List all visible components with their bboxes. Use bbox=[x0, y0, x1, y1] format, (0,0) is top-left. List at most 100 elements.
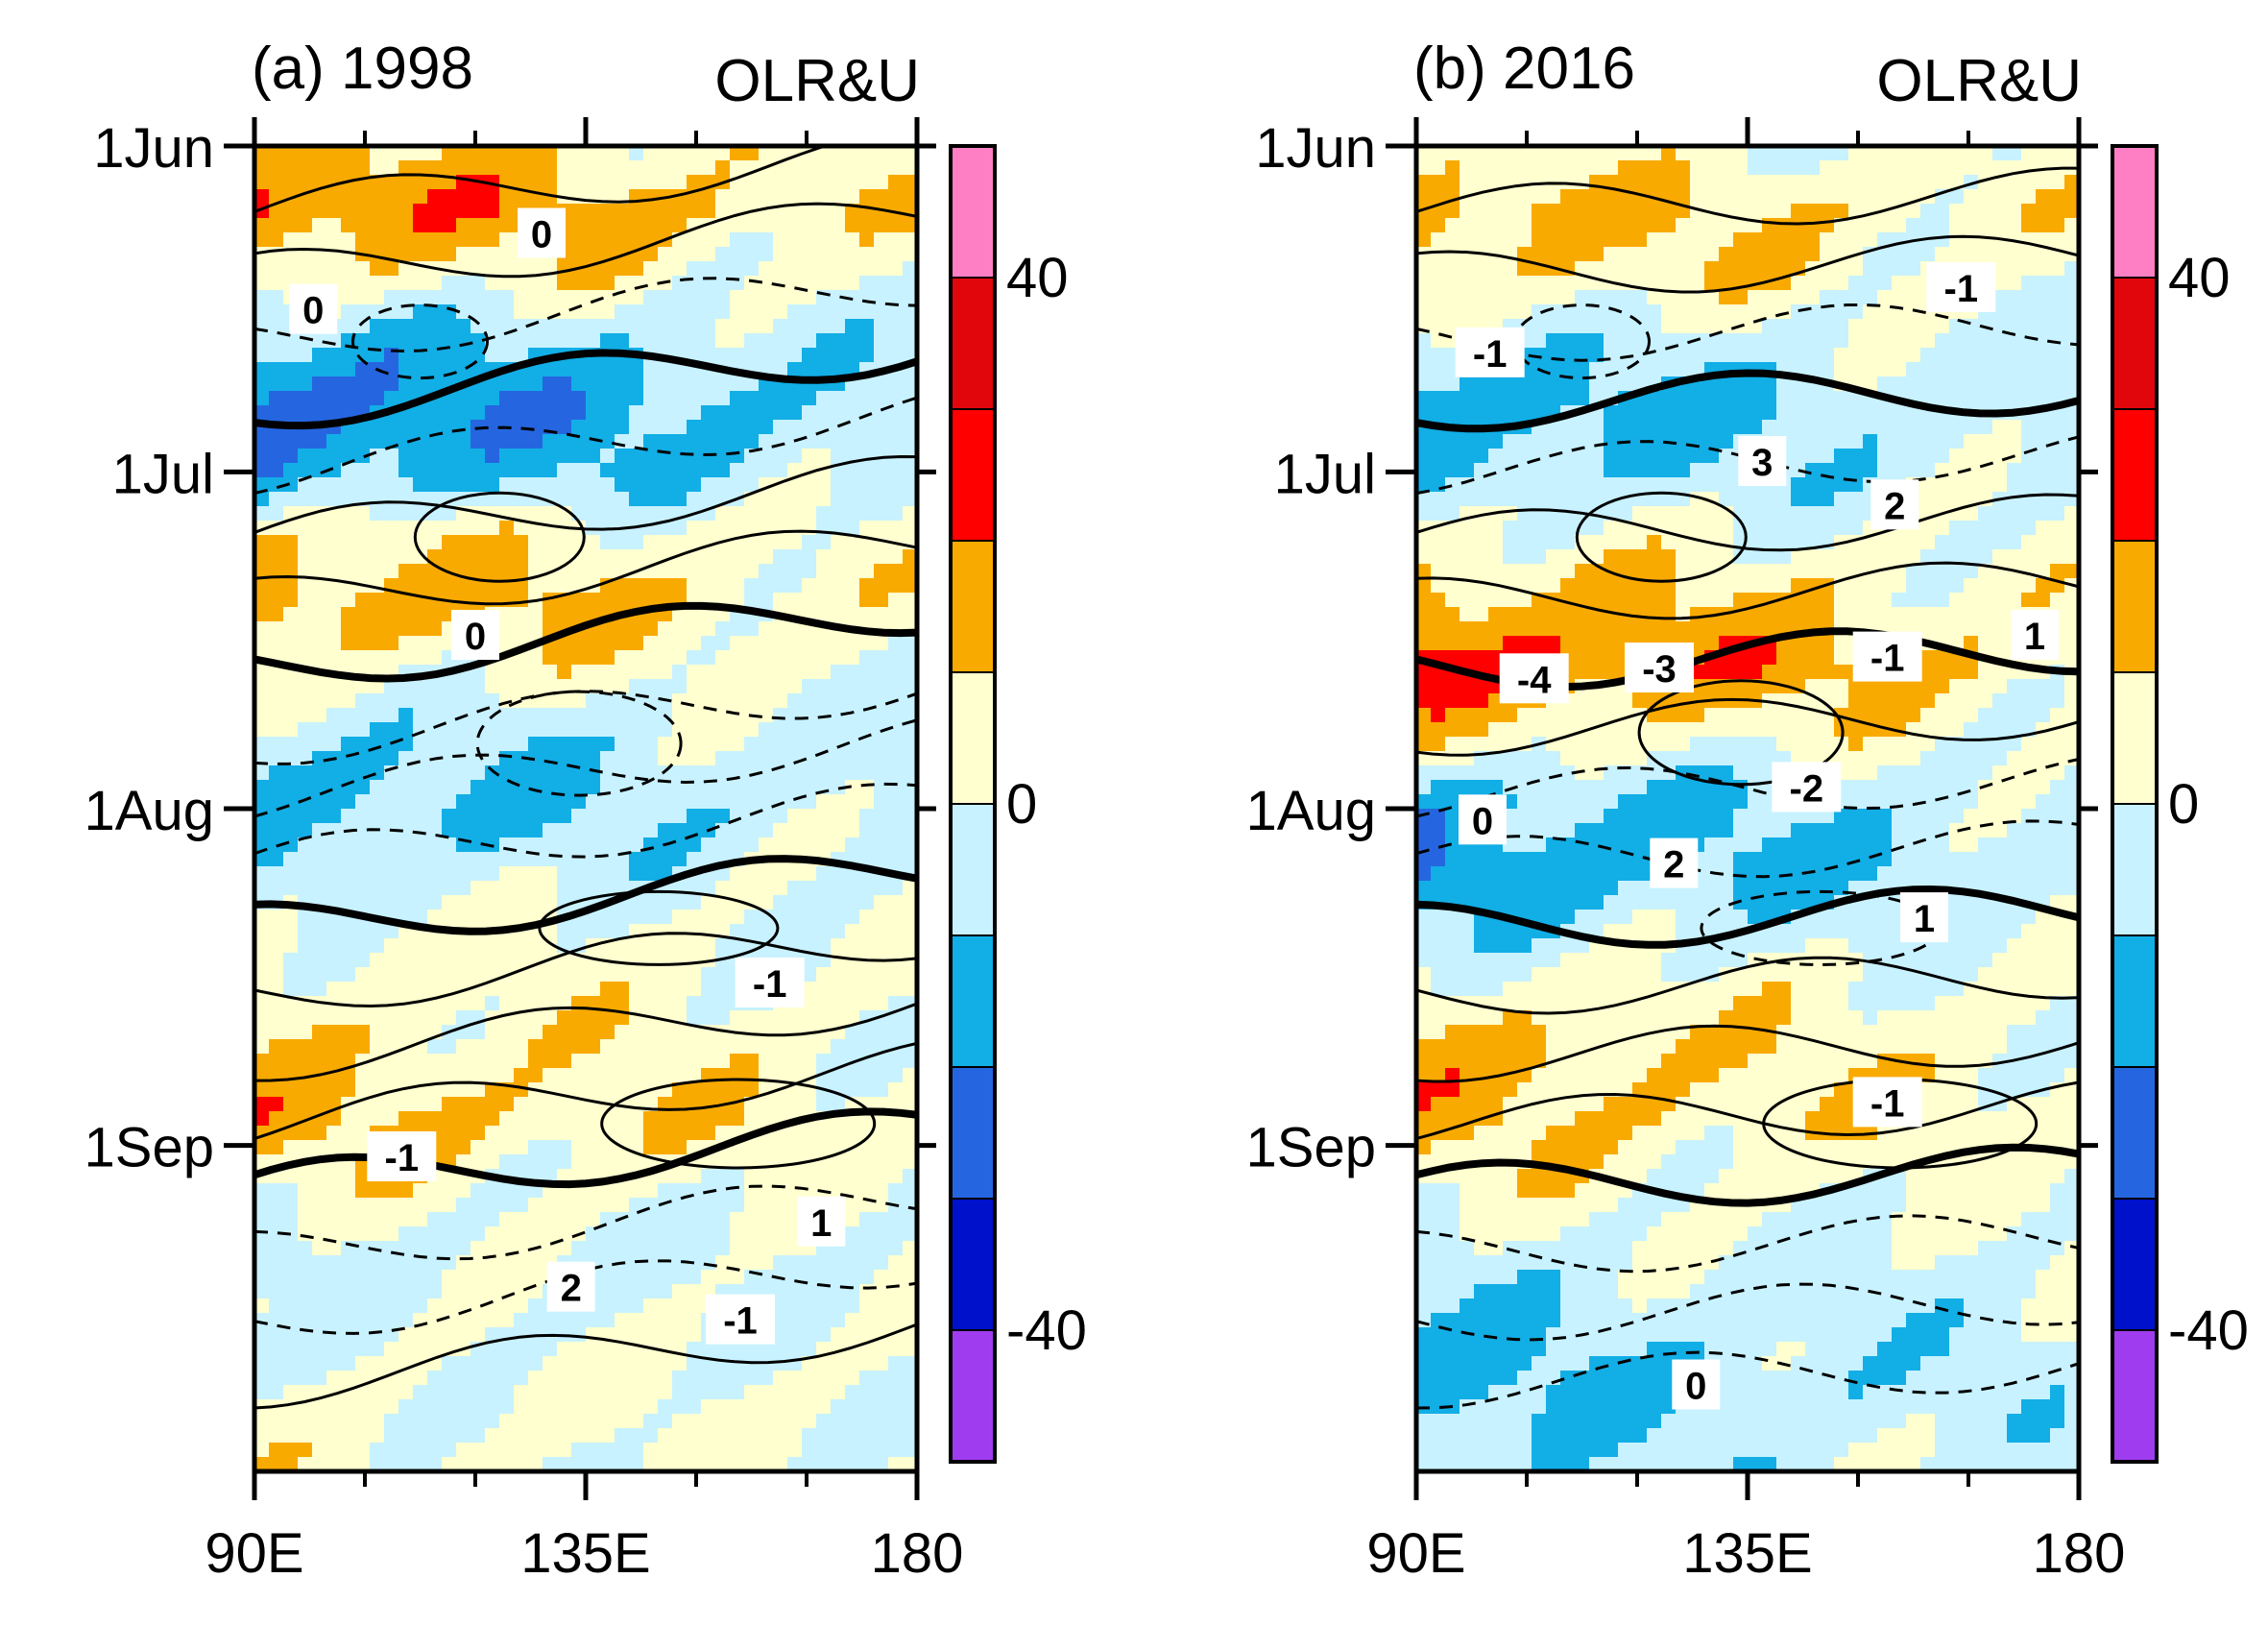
olr-cell bbox=[643, 1385, 659, 1400]
olr-cell bbox=[744, 693, 760, 709]
olr-cell bbox=[787, 1342, 803, 1357]
olr-cell bbox=[283, 463, 299, 478]
olr-cell bbox=[571, 1039, 587, 1055]
olr-cell bbox=[543, 967, 558, 983]
olr-cell bbox=[874, 1298, 889, 1314]
olr-cell bbox=[687, 1457, 702, 1471]
olr-cell bbox=[715, 247, 731, 262]
olr-cell bbox=[528, 852, 543, 867]
olr-cell bbox=[355, 823, 371, 838]
olr-cell bbox=[254, 665, 270, 680]
olr-cell bbox=[787, 578, 803, 594]
olr-cell bbox=[615, 477, 630, 493]
olr-cell bbox=[816, 578, 832, 594]
olr-cell bbox=[773, 665, 788, 680]
olr-cell bbox=[1848, 218, 1864, 233]
olr-cell bbox=[370, 765, 385, 781]
olr-cell bbox=[773, 1342, 788, 1357]
olr-cell bbox=[615, 837, 630, 853]
olr-cell bbox=[759, 449, 774, 464]
olr-cell bbox=[326, 1298, 342, 1314]
olr-cell bbox=[557, 823, 572, 838]
olr-cell bbox=[413, 549, 428, 565]
olr-cell bbox=[557, 1443, 572, 1458]
olr-cell bbox=[888, 982, 904, 997]
olr-cell bbox=[514, 276, 529, 291]
olr-cell bbox=[442, 1140, 457, 1155]
olr-cell bbox=[802, 837, 817, 853]
olr-cell bbox=[283, 1111, 299, 1127]
olr-cell bbox=[398, 852, 414, 867]
olr-cell bbox=[283, 823, 299, 838]
olr-cell bbox=[816, 492, 832, 507]
olr-cell bbox=[672, 794, 688, 810]
olr-cell bbox=[326, 722, 342, 738]
olr-cell bbox=[355, 593, 371, 608]
olr-cell bbox=[456, 232, 471, 248]
olr-cell bbox=[845, 1385, 860, 1400]
olr-cell bbox=[528, 1313, 543, 1328]
olr-cell bbox=[773, 261, 788, 277]
olr-cell bbox=[888, 924, 904, 939]
olr-cell bbox=[831, 765, 846, 781]
olr-cell bbox=[859, 751, 875, 766]
olr-cell bbox=[888, 319, 904, 334]
olr-cell bbox=[254, 1183, 270, 1199]
olr-cell bbox=[759, 636, 774, 651]
olr-cell bbox=[773, 1356, 788, 1371]
olr-cell bbox=[787, 1443, 803, 1458]
olr-cell bbox=[730, 621, 745, 637]
olr-cell bbox=[355, 1298, 371, 1314]
olr-cell bbox=[831, 982, 846, 997]
olr-cell bbox=[254, 1111, 270, 1127]
olr-cell bbox=[514, 1212, 529, 1227]
olr-cell bbox=[759, 1111, 774, 1127]
olr-cell bbox=[298, 463, 313, 478]
olr-cell bbox=[2021, 290, 2037, 305]
olr-cell bbox=[701, 693, 716, 709]
olr-cell bbox=[687, 261, 702, 277]
olr-cell bbox=[384, 1097, 399, 1112]
olr-cell bbox=[283, 1298, 299, 1314]
olr-cell bbox=[615, 593, 630, 608]
olr-cell bbox=[643, 1414, 659, 1429]
olr-cell bbox=[1733, 232, 1749, 248]
u-contour-line bbox=[254, 1323, 917, 1410]
olr-cell bbox=[413, 449, 428, 464]
olr-cell bbox=[759, 1414, 774, 1429]
olr-cell bbox=[312, 1212, 327, 1227]
olr-cell bbox=[658, 362, 673, 377]
olr-cell bbox=[571, 607, 587, 622]
olr-cell bbox=[874, 175, 889, 190]
olr-cell bbox=[370, 837, 385, 853]
olr-cell bbox=[615, 1241, 630, 1256]
olr-cell bbox=[643, 1025, 659, 1040]
olr-cell bbox=[514, 1068, 529, 1083]
olr-cell bbox=[658, 852, 673, 867]
olr-cell bbox=[874, 679, 889, 694]
olr-cell bbox=[514, 1025, 529, 1040]
olr-cell bbox=[254, 477, 270, 493]
olr-cell bbox=[269, 535, 284, 550]
olr-cell bbox=[499, 1140, 515, 1155]
olr-cell bbox=[744, 319, 760, 334]
olr-cell bbox=[312, 1457, 327, 1471]
olr-cell bbox=[341, 549, 356, 565]
olr-cell bbox=[1575, 175, 1590, 190]
olr-cell bbox=[456, 1068, 471, 1083]
olr-cell bbox=[312, 405, 327, 421]
olr-cell bbox=[903, 247, 917, 262]
olr-cell bbox=[874, 449, 889, 464]
olr-cell bbox=[730, 189, 745, 205]
olr-cell bbox=[456, 333, 471, 349]
olr-cell bbox=[355, 1183, 371, 1199]
olr-cell bbox=[816, 477, 832, 493]
olr-cell bbox=[687, 924, 702, 939]
olr-cell bbox=[543, 1313, 558, 1328]
olr-cell bbox=[370, 160, 385, 176]
olr-cell bbox=[1762, 204, 1777, 219]
olr-cell bbox=[643, 737, 659, 752]
olr-cell bbox=[744, 348, 760, 363]
olr-cell bbox=[442, 232, 457, 248]
olr-cell bbox=[514, 405, 529, 421]
